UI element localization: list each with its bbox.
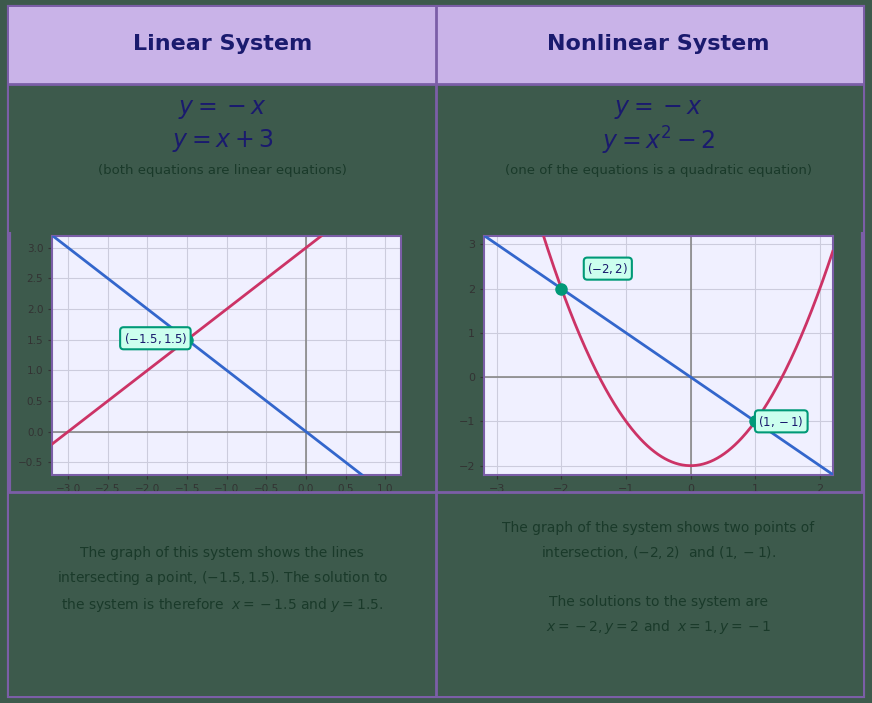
Text: $(1, -1)$: $(1, -1)$ xyxy=(759,414,804,429)
Text: The graph of this system shows the lines
intersecting a point, $(-1.5, 1.5)$. Th: The graph of this system shows the lines… xyxy=(57,546,388,614)
Text: (one of the equations is a quadratic equation): (one of the equations is a quadratic equ… xyxy=(505,165,812,177)
Text: $y = -x$: $y = -x$ xyxy=(178,97,267,121)
Text: $y = x^2 - 2$: $y = x^2 - 2$ xyxy=(602,124,715,157)
Text: $y = x + 3$: $y = x + 3$ xyxy=(172,127,273,154)
Text: $(-1.5, 1.5)$: $(-1.5, 1.5)$ xyxy=(124,330,187,346)
Text: The solutions to the system are
$x = -2, y = 2$ and  $x = 1, y = -1$: The solutions to the system are $x = -2,… xyxy=(546,595,771,636)
Text: The graph of the system shows two points of
intersection, $(-2, 2)$  and $(1, -1: The graph of the system shows two points… xyxy=(502,521,814,562)
Text: Linear System: Linear System xyxy=(133,34,312,54)
Text: $(-2, 2)$: $(-2, 2)$ xyxy=(588,261,629,276)
Text: (both equations are linear equations): (both equations are linear equations) xyxy=(98,165,347,177)
Text: $y = -x$: $y = -x$ xyxy=(614,97,703,121)
Text: Nonlinear System: Nonlinear System xyxy=(547,34,770,54)
